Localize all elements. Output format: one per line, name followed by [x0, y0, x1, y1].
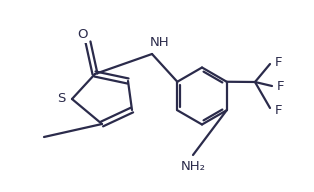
Text: F: F — [277, 79, 285, 93]
Text: F: F — [275, 55, 283, 69]
Text: S: S — [57, 93, 65, 105]
Text: NH₂: NH₂ — [181, 160, 205, 172]
Text: O: O — [78, 28, 88, 41]
Text: F: F — [275, 103, 283, 117]
Text: NH: NH — [150, 36, 170, 50]
